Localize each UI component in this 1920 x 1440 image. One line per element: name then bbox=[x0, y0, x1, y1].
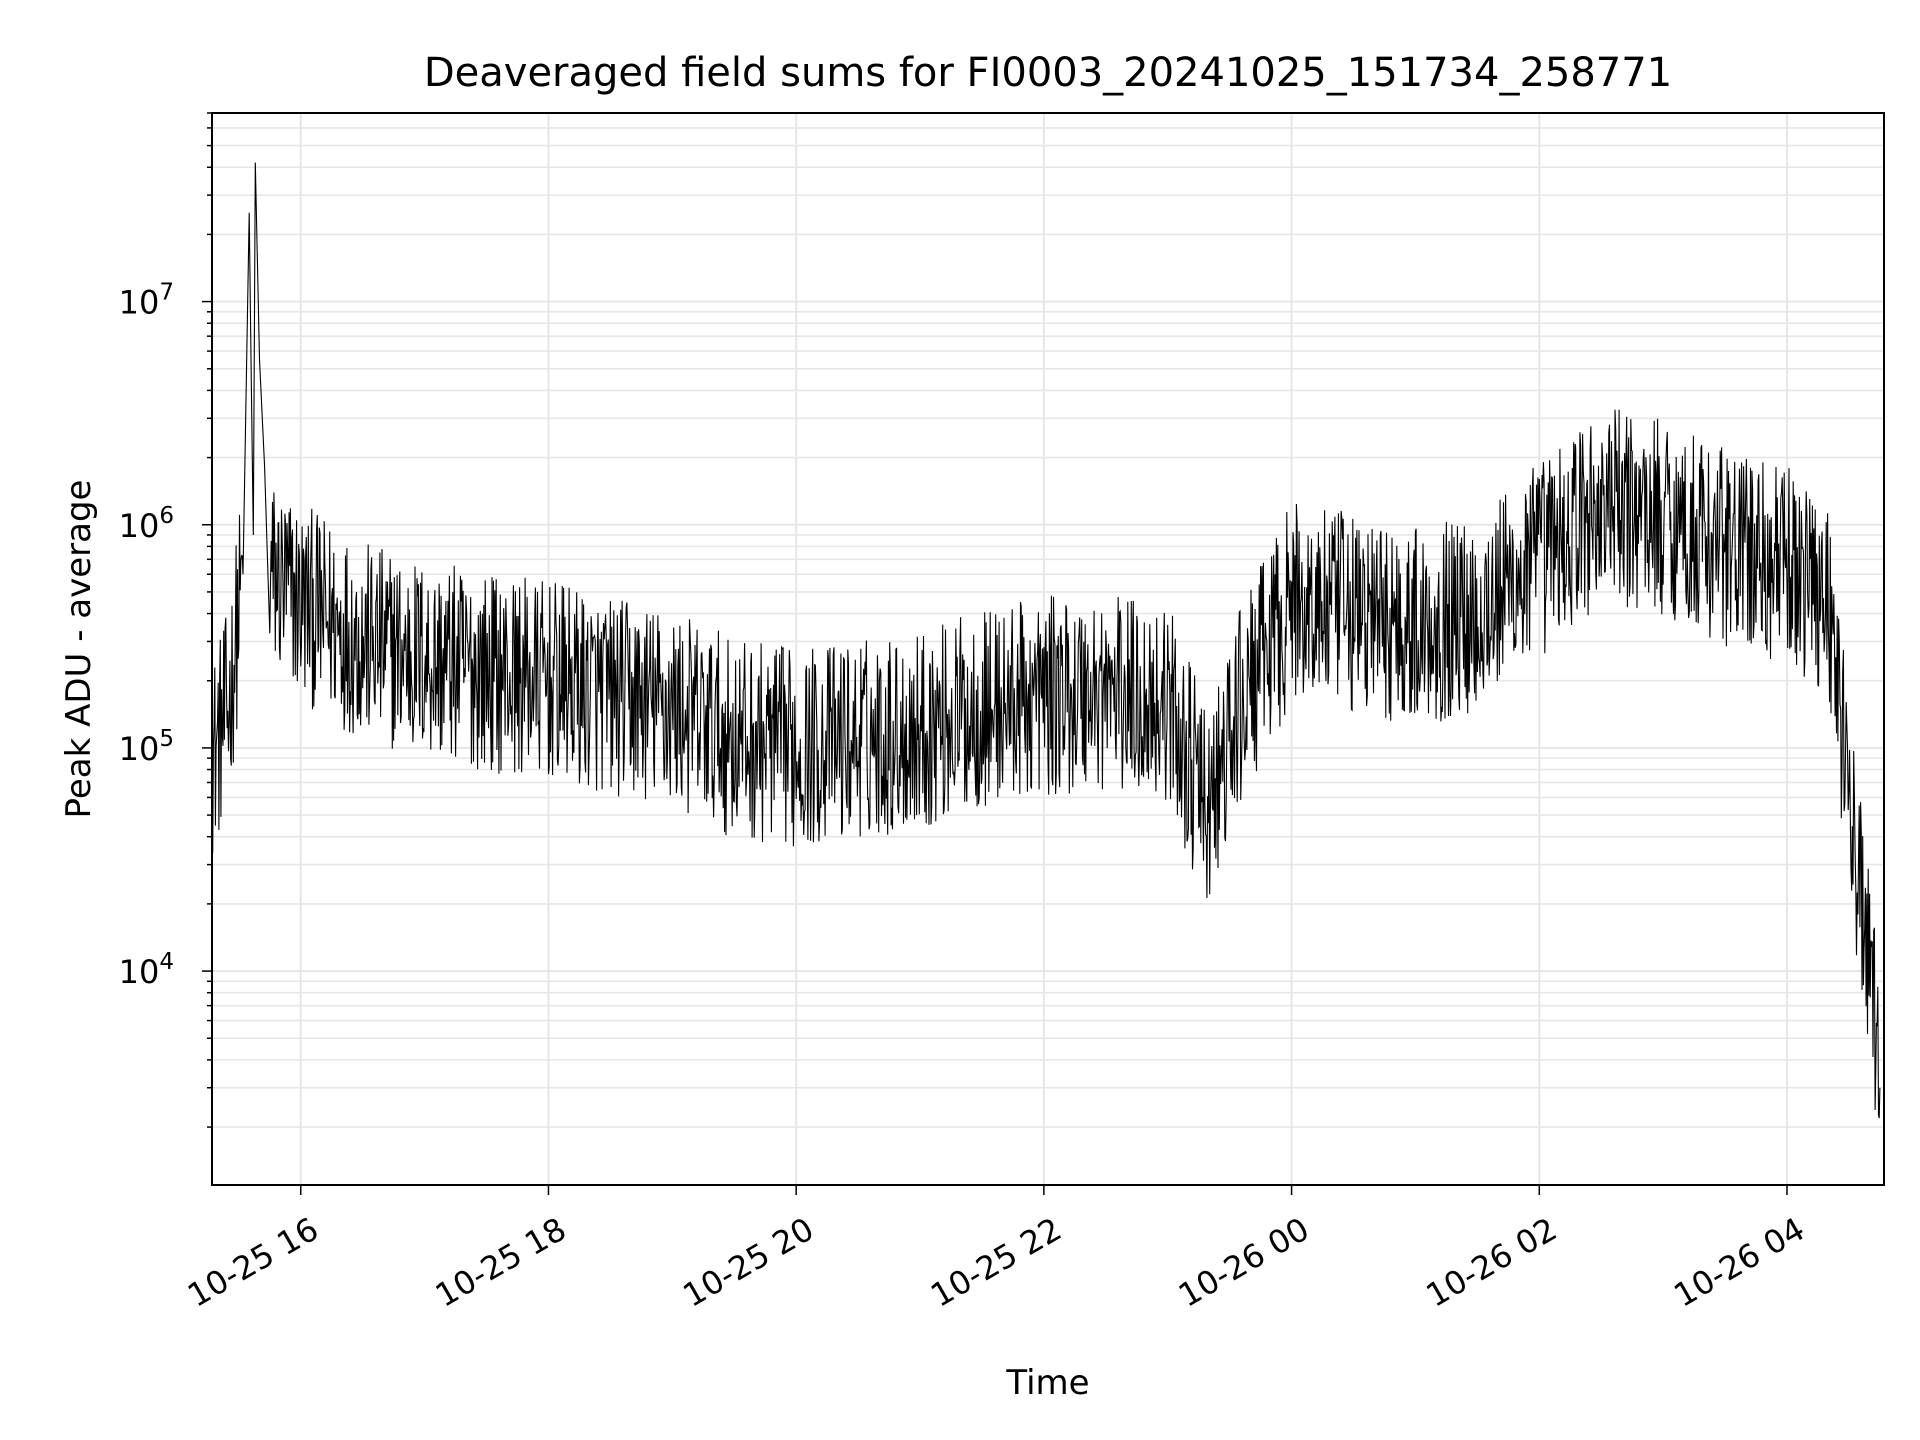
y-tick-label: 107 bbox=[119, 280, 174, 322]
y-tick-label: 106 bbox=[119, 503, 174, 545]
x-axis-label: Time bbox=[1005, 1363, 1089, 1403]
y-tick-label: 104 bbox=[119, 949, 174, 991]
grid bbox=[212, 112, 1884, 1185]
chart-title: Deaveraged field sums for FI0003_2024102… bbox=[424, 50, 1672, 96]
data-layer bbox=[212, 162, 1881, 1119]
plot-frame bbox=[211, 112, 1885, 1186]
y-axis-label: Peak ADU - average bbox=[59, 480, 99, 819]
series-line bbox=[212, 162, 1881, 1119]
y-tick-label: 105 bbox=[119, 726, 174, 768]
